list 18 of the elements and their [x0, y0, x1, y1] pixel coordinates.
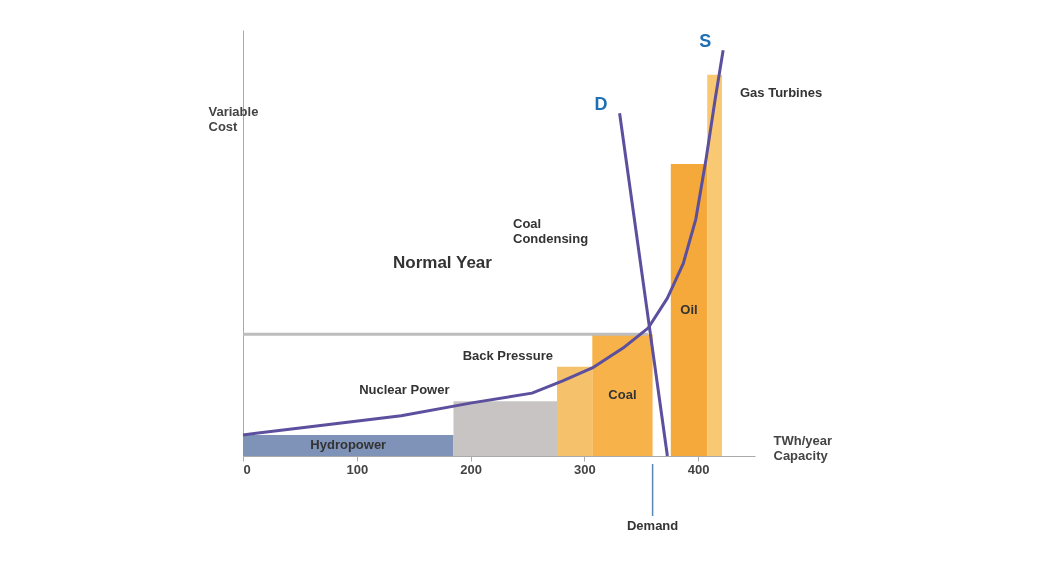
series-label: S	[699, 31, 712, 52]
x-axis-title: TWh/year Capacity	[773, 432, 833, 463]
x-tick-label: 300	[573, 461, 596, 477]
x-tick-label: 0	[243, 461, 251, 477]
x-tick-label: 100	[346, 461, 369, 477]
x-tick-label: 200	[460, 461, 482, 477]
annotation: Coal Condensing	[513, 216, 589, 246]
category-label: Hydropower	[310, 437, 387, 453]
x-tick-label: 400	[687, 461, 710, 477]
text: Normal Year	[393, 253, 493, 272]
category-label: Gas Turbines	[740, 84, 823, 100]
category-label: Nuclear Power	[359, 382, 450, 398]
category-label: Back Pressure	[462, 347, 554, 363]
y-axis-title: Variable Cost	[208, 103, 259, 134]
ref-line-label: Demand	[626, 518, 679, 533]
series-label: D	[594, 94, 608, 115]
category-label: Coal	[608, 387, 637, 403]
category-label: Oil	[680, 301, 698, 317]
